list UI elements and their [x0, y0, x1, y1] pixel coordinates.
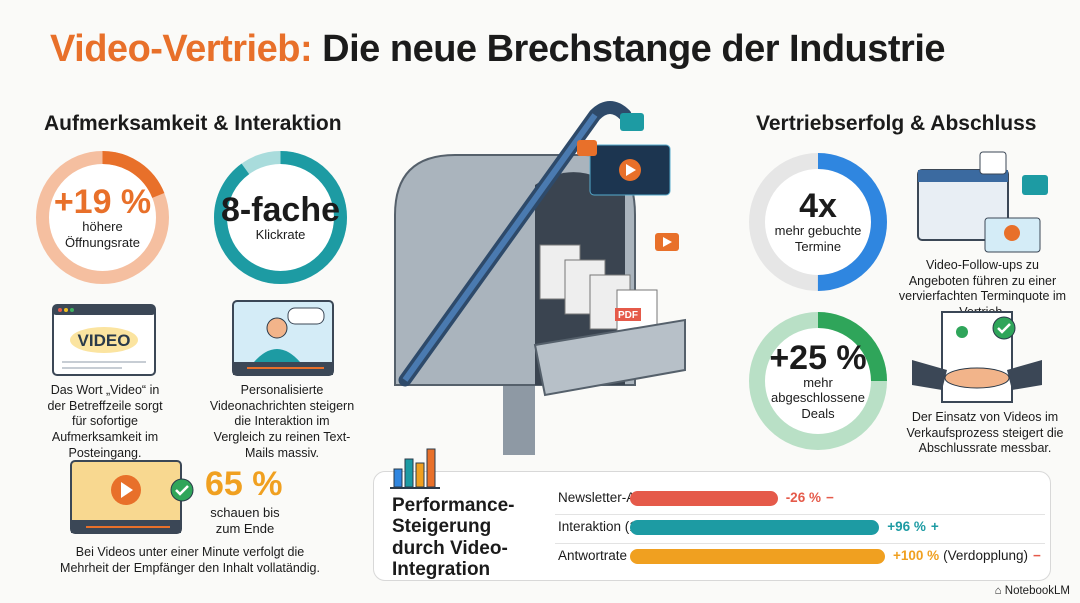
ring-fill	[749, 312, 887, 450]
appointments-value: 4x	[799, 187, 837, 226]
trend-sign-icon: +	[930, 519, 939, 534]
handshake-contract-icon	[912, 311, 1042, 403]
svg-text:VIDEO: VIDEO	[78, 331, 131, 350]
click-rate-value: 8-fache	[220, 190, 341, 229]
pdf-documents-icon: PDF	[539, 244, 658, 345]
ring-appointments	[749, 153, 887, 291]
chart-title: Performance-Steigerung durch Video-Integ…	[392, 495, 515, 580]
ring-open-rate	[36, 151, 169, 284]
completion-value: 65 %	[205, 465, 283, 503]
title-accent: Video-Vertrieb:	[50, 28, 313, 70]
ring-open-rate-text: +19 % höhere Öffnungsrate	[35, 150, 170, 285]
personal-video-icon	[232, 300, 334, 376]
bar-value-label: +96 %	[887, 519, 926, 534]
caption-completion: Bei Videos unter einer Minute verfolgt d…	[60, 545, 320, 575]
row-divider	[555, 543, 1045, 544]
deals-label: mehr abgeschlossene Deals	[771, 374, 865, 421]
trend-sign-icon: −	[1032, 548, 1041, 563]
bar-chart-icon	[390, 448, 440, 489]
deals-value: +25 %	[769, 338, 867, 377]
ring-fill	[749, 153, 887, 291]
bar-value: -26 % −	[786, 490, 834, 505]
open-rate-label: höhere Öffnungsrate	[65, 218, 140, 250]
bar-value-label: -26 %	[785, 490, 821, 505]
ring-deals-text: +25 % mehr abgeschlossene Deals	[748, 311, 888, 451]
caption-personal-video: Personalisierte Videonachrichten steiger…	[209, 383, 355, 460]
bar-value-label: +100 %	[893, 548, 940, 563]
ring-fill	[214, 151, 347, 284]
ring-click-rate	[214, 151, 347, 284]
video-player-icon	[70, 460, 194, 534]
brand-label: NotebookLM	[1004, 585, 1070, 597]
section-heading-right: Vertriebserfolg & Abschluss	[756, 112, 1037, 135]
caption-subject: Das Wort „Video“ in der Betreffzeile sor…	[47, 383, 163, 460]
bar-value-note: (Verdopplung)	[943, 548, 1028, 563]
mailbox-crowbar-illustration: PDF	[394, 101, 686, 455]
svg-text:PDF: PDF	[618, 310, 638, 321]
ring-click-rate-text: 8-fache Klickrate	[213, 150, 348, 285]
completion-label: schauen bis zum Ende	[210, 505, 280, 536]
trend-sign-icon: −	[825, 490, 834, 505]
click-rate-label: Klickrate	[255, 226, 306, 242]
video-subject-icon: VIDEO	[52, 304, 156, 376]
bar-value: +100 % (Verdopplung) −	[893, 548, 1041, 563]
row-divider	[555, 514, 1045, 515]
ring-appointments-text: 4x mehr gebuchte Termine	[748, 152, 888, 292]
bar	[630, 520, 880, 535]
caption-deals: Der Einsatz von Videos im Verkaufsprozes…	[906, 410, 1064, 456]
bar	[630, 491, 778, 506]
appointments-label: mehr gebuchte Termine	[774, 223, 862, 254]
calendar-video-icon	[917, 151, 1048, 253]
bar	[630, 549, 885, 564]
brand-notebooklm: ⌂ NotebookLM	[994, 585, 1070, 597]
page-title: Video-Vertrieb: Die neue Brechstange der…	[50, 28, 946, 71]
title-rest: Die neue Brechstange der Industrie	[312, 28, 946, 70]
ring-deals	[749, 312, 887, 450]
bar-value: +96 % +	[887, 519, 939, 534]
open-rate-value: +19 %	[53, 182, 152, 221]
section-heading-left: Aufmerksamkeit & Interaktion	[44, 112, 342, 135]
ring-fill	[36, 151, 169, 284]
